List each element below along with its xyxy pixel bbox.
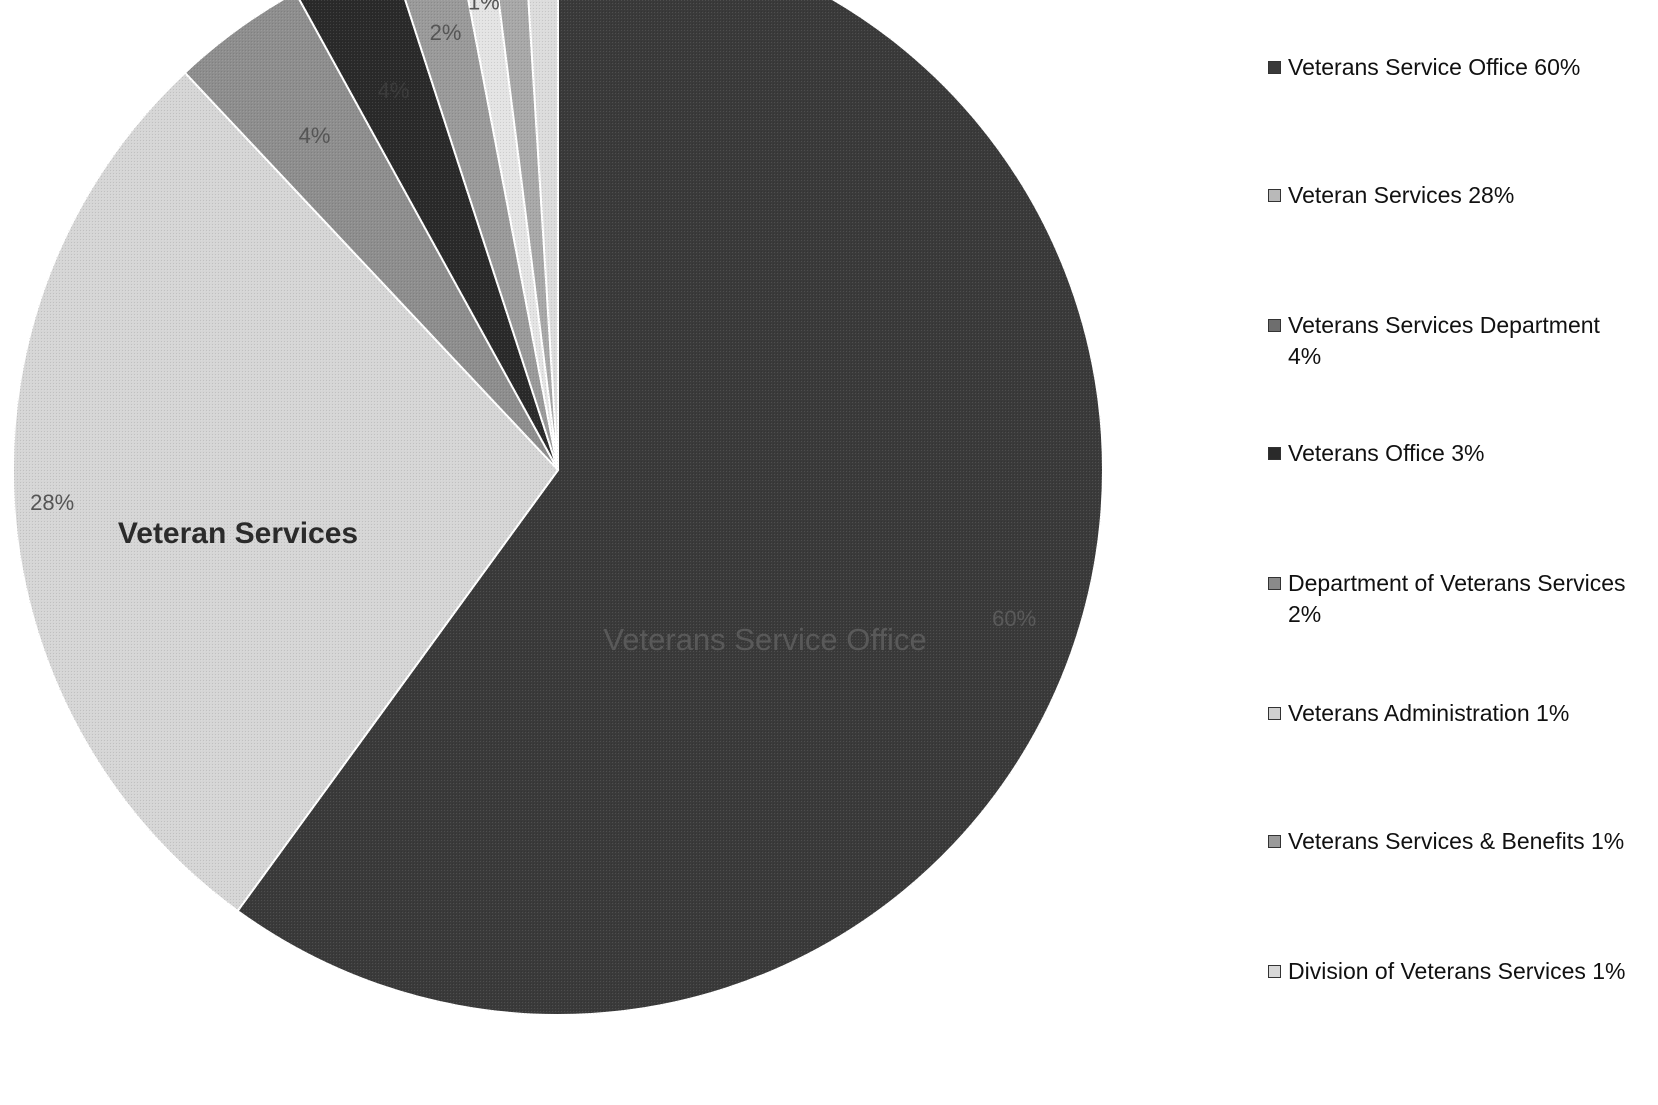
slice-callout-veteran-services: Veteran Services — [118, 517, 358, 550]
legend-swatch — [1268, 189, 1281, 202]
legend-label: Veterans Administration 1% — [1288, 700, 1570, 726]
pie-value-label: 60% — [992, 606, 1036, 631]
pie-value-label: 4% — [299, 123, 331, 148]
legend-swatch — [1268, 707, 1281, 720]
legend-label: Department of Veterans Services 2% — [1288, 570, 1626, 627]
legend-item-department-of-veterans-services: Department of Veterans Services 2% — [1268, 568, 1638, 630]
legend-label: Veteran Services 28% — [1288, 182, 1515, 208]
pie-labels: 60%28%4%4%2%1%1%1%Veterans Service Offic… — [30, 0, 1036, 657]
pie-slice-texture — [299, 0, 558, 470]
legend-label: Veterans Services Department 4% — [1288, 312, 1600, 369]
legend-item-veterans-services-benefits: Veterans Services & Benefits 1% — [1268, 826, 1638, 857]
legend-swatch — [1268, 965, 1281, 978]
pie-value-label: 28% — [30, 490, 74, 515]
legend-item-veterans-office: Veterans Office 3% — [1268, 438, 1638, 469]
pie-texture — [12, 0, 1103, 1015]
legend-item-veterans-services-department: Veterans Services Department 4% — [1268, 310, 1638, 372]
legend-swatch — [1268, 447, 1281, 460]
pie-slice-texture — [184, 0, 558, 470]
slice-callout-veterans-service-office: Veterans Service Office — [603, 622, 926, 657]
pie-value-label: 2% — [430, 20, 462, 45]
legend-swatch — [1268, 577, 1281, 590]
pie-slice-texture — [498, 0, 558, 470]
pie-value-label: 1% — [468, 0, 500, 15]
pie-value-label: 4% — [378, 78, 410, 103]
legend-item-veteran-services: Veteran Services 28% — [1268, 180, 1638, 211]
legend-swatch — [1268, 835, 1281, 848]
legend-label: Division of Veterans Services 1% — [1288, 958, 1626, 984]
legend-label: Veterans Services & Benefits 1% — [1288, 828, 1625, 854]
legend-swatch — [1268, 319, 1281, 332]
legend-swatch — [1268, 61, 1281, 74]
legend-label: Veterans Office 3% — [1288, 440, 1485, 466]
pie-slice-texture — [528, 0, 558, 470]
pie-slice-texture — [237, 0, 1103, 1015]
pie-slice-texture — [12, 72, 559, 911]
pie-slice-texture — [405, 0, 558, 470]
legend-item-division-of-veterans-services: Division of Veterans Services 1% — [1268, 956, 1638, 987]
legend-label: Veterans Service Office 60% — [1288, 54, 1581, 80]
legend-item-veterans-service-office: Veterans Service Office 60% — [1268, 52, 1638, 83]
legend-item-veterans-administration: Veterans Administration 1% — [1268, 698, 1638, 729]
pie-chart: 60%28%4%4%2%1%1%1%Veterans Service Offic… — [12, 0, 1104, 1016]
